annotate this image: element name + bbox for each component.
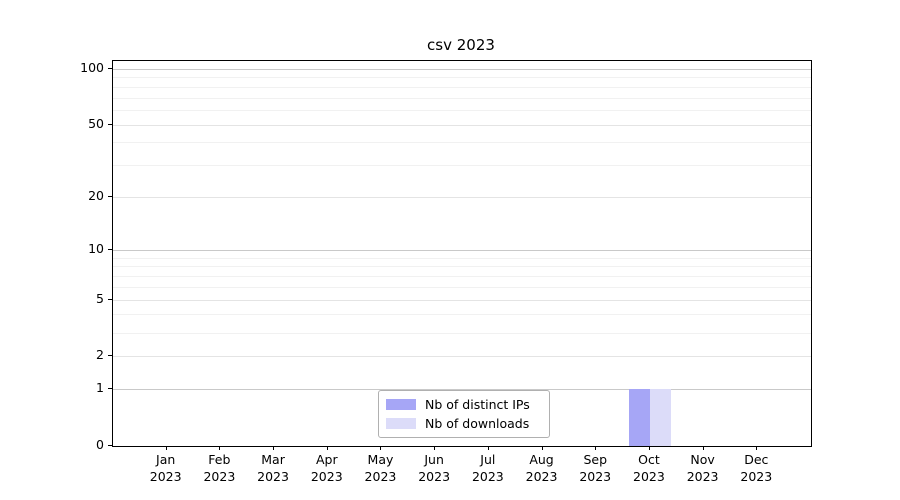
x-tick-label: Oct 2023: [617, 452, 681, 485]
x-tick-year: 2023: [633, 468, 665, 484]
y-tick-label: 2: [96, 347, 104, 363]
y-tick-mark: [108, 298, 112, 300]
x-tick-month: Apr: [315, 452, 338, 467]
x-tick-mark: [380, 446, 382, 450]
x-tick-label: Jun 2023: [402, 452, 466, 485]
y-tick-mark: [108, 67, 112, 69]
y-minor-gridline: [113, 97, 811, 99]
legend-row: Nb of distinct IPs: [386, 397, 542, 412]
chart-title: csv 2023: [427, 36, 495, 54]
x-tick-mark: [756, 446, 758, 450]
legend-swatch: [386, 399, 416, 410]
y-minor-gridline: [113, 142, 811, 144]
x-tick-year: 2023: [471, 468, 504, 484]
y-tick-mark: [108, 388, 112, 390]
y-tick-label: 5: [96, 290, 104, 306]
x-tick-label: Apr 2023: [295, 452, 359, 485]
legend: Nb of distinct IPs Nb of downloads: [378, 390, 550, 438]
x-tick-label: Sep 2023: [563, 452, 627, 485]
x-tick-mark: [648, 446, 650, 450]
x-tick-year: 2023: [310, 468, 343, 484]
bar: [649, 389, 672, 446]
y-gridline: [113, 68, 811, 70]
x-tick-label: Jan 2023: [134, 452, 198, 485]
x-tick-year: 2023: [740, 468, 773, 484]
legend-row: Nb of downloads: [386, 416, 542, 431]
y-tick-label: 20: [88, 188, 104, 204]
x-tick-mark: [326, 446, 328, 450]
y-tick-mark: [108, 355, 112, 357]
x-tick-label: Feb 2023: [187, 452, 251, 485]
y-tick-mark: [108, 123, 112, 125]
legend-label: Nb of distinct IPs: [425, 397, 530, 412]
y-gridline: [113, 389, 811, 391]
y-minor-gridline: [113, 286, 811, 288]
x-tick-month: Feb: [208, 452, 231, 467]
x-tick-year: 2023: [149, 468, 182, 484]
x-tick-year: 2023: [686, 468, 719, 484]
x-tick-month: Jul: [480, 452, 496, 467]
x-tick-mark: [165, 446, 167, 450]
x-tick-label: Aug 2023: [510, 452, 574, 485]
y-tick-mark: [108, 196, 112, 198]
x-tick-year: 2023: [579, 468, 612, 484]
x-tick-month: Mar: [261, 452, 285, 467]
y-tick-label: 1: [96, 380, 104, 396]
y-tick-label: 50: [88, 115, 104, 131]
y-minor-gridline: [113, 276, 811, 277]
x-tick-mark: [541, 446, 543, 450]
x-tick-month: May: [367, 452, 394, 467]
x-tick-label: May 2023: [348, 452, 412, 485]
y-tick-label: 0: [96, 437, 104, 452]
y-gridline: [113, 124, 811, 126]
x-tick-year: 2023: [257, 468, 289, 484]
x-tick-mark: [595, 446, 597, 450]
y-tick-label: 10: [88, 240, 104, 256]
y-tick-mark: [108, 248, 112, 250]
x-tick-label: Dec 2023: [724, 452, 788, 485]
x-tick-month: Aug: [529, 452, 554, 467]
x-tick-month: Dec: [744, 452, 769, 467]
y-tick-mark: [108, 445, 112, 446]
x-tick-mark: [273, 446, 275, 450]
y-gridline: [113, 299, 811, 301]
legend-swatch: [386, 418, 416, 429]
x-tick-month: Jun: [424, 452, 444, 467]
x-tick-year: 2023: [525, 468, 558, 484]
y-minor-gridline: [113, 266, 811, 268]
x-tick-month: Oct: [638, 452, 660, 467]
y-tick-label: 100: [80, 59, 104, 75]
y-minor-gridline: [113, 86, 811, 88]
y-minor-gridline: [113, 257, 811, 259]
y-minor-gridline: [113, 165, 811, 167]
x-tick-year: 2023: [418, 468, 451, 484]
y-gridline: [113, 249, 811, 251]
x-tick-month: Jan: [156, 452, 176, 467]
x-tick-mark: [434, 446, 436, 450]
y-minor-gridline: [113, 314, 811, 316]
x-tick-mark: [702, 446, 704, 450]
x-tick-month: Sep: [583, 452, 607, 467]
y-minor-gridline: [113, 77, 811, 79]
y-minor-gridline: [113, 332, 811, 334]
x-tick-label: Nov 2023: [671, 452, 735, 485]
bar: [628, 389, 650, 446]
y-gridline: [113, 356, 811, 358]
y-gridline: [113, 197, 811, 199]
x-tick-year: 2023: [364, 468, 397, 484]
x-tick-label: Mar 2023: [241, 452, 305, 485]
x-tick-label: Jul 2023: [456, 452, 520, 485]
y-minor-gridline: [113, 109, 811, 111]
x-tick-mark: [219, 446, 221, 450]
plot-area: Nb of distinct IPs Nb of downloads: [112, 60, 812, 447]
x-tick-month: Nov: [690, 452, 715, 467]
x-tick-year: 2023: [203, 468, 236, 484]
legend-label: Nb of downloads: [425, 416, 530, 431]
x-tick-mark: [487, 446, 489, 450]
